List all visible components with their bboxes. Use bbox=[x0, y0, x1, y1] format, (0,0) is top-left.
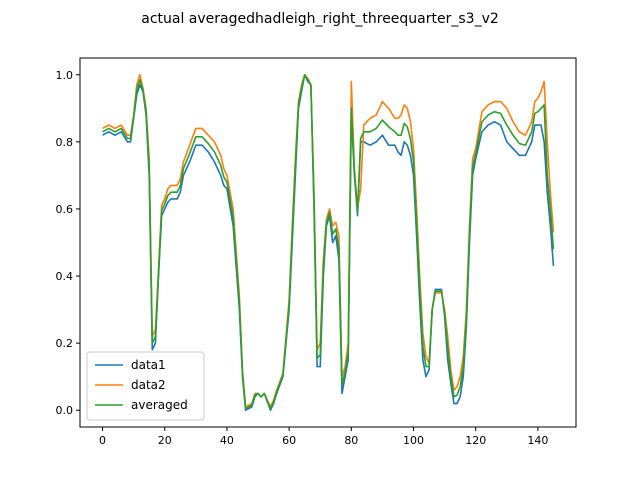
series-layer bbox=[102, 73, 555, 412]
x-tick-label: 140 bbox=[527, 434, 548, 447]
y-tick-label: 0.8 bbox=[56, 136, 74, 149]
x-tick-label: 100 bbox=[403, 434, 424, 447]
y-tick-label: 0.2 bbox=[56, 337, 74, 350]
x-tick-label: 0 bbox=[99, 434, 106, 447]
legend: data1 data2 averaged bbox=[86, 351, 205, 421]
x-tick-label: 20 bbox=[158, 434, 172, 447]
legend-label-data1: data1 bbox=[131, 358, 166, 372]
x-tick-label: 80 bbox=[344, 434, 358, 447]
legend-label-averaged: averaged bbox=[131, 398, 188, 412]
y-tick-label: 0.0 bbox=[56, 404, 74, 417]
axes-frame bbox=[79, 57, 577, 428]
y-axis: 0.0 0.2 0.4 0.6 0.8 1.0 bbox=[56, 69, 80, 417]
x-tick-label: 60 bbox=[282, 434, 296, 447]
legend-label-data2: data2 bbox=[131, 378, 166, 392]
y-tick-label: 0.4 bbox=[56, 270, 74, 283]
chart-title: actual averagedhadleigh_right_threequart… bbox=[141, 11, 499, 27]
y-tick-label: 0.6 bbox=[56, 203, 74, 216]
x-axis: 0 20 40 60 80 100 120 140 bbox=[99, 427, 548, 447]
series-line-averaged bbox=[102, 73, 555, 410]
legend-box bbox=[86, 351, 205, 421]
y-tick-label: 1.0 bbox=[56, 69, 74, 82]
x-tick-label: 40 bbox=[220, 434, 234, 447]
x-tick-label: 120 bbox=[465, 434, 486, 447]
